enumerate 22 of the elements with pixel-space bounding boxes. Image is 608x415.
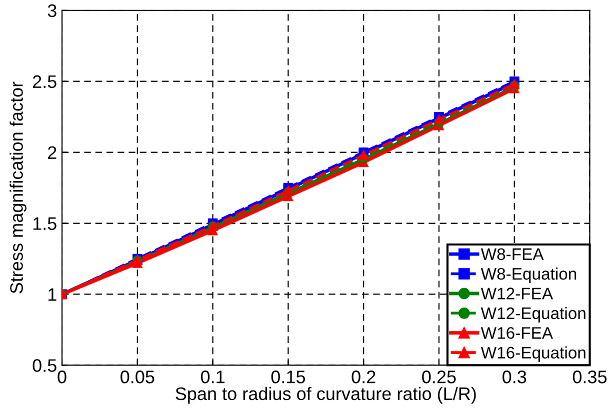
legend-label: W8-Equation xyxy=(480,268,576,284)
y-tick-label: 3 xyxy=(48,4,56,18)
x-axis-title: Span to radius of curvature ratio (L/R) xyxy=(176,386,476,404)
legend-label: W16-FEA xyxy=(480,327,554,339)
y-tick-label: 0.5 xyxy=(32,359,56,372)
x-tick-label: 0.35 xyxy=(572,370,607,384)
x-tick-label: 0.1 xyxy=(200,370,224,384)
y-axis-title: Stress magnification factor xyxy=(10,82,26,294)
legend-label: W12-FEA xyxy=(480,288,554,300)
x-tick-label: 0.25 xyxy=(422,370,456,384)
y-tick-label: 1 xyxy=(48,288,56,301)
x-tick-label: 0.05 xyxy=(120,370,154,384)
y-tick-label: 2.5 xyxy=(32,75,56,88)
x-tick-label: 0.15 xyxy=(271,370,306,384)
legend-label: W8-FEA xyxy=(480,248,544,260)
legend-label: W16-Equation xyxy=(480,346,586,362)
x-tick-label: 0 xyxy=(58,370,66,384)
y-tick-label: 2 xyxy=(48,146,56,159)
legend-label: W12-Equation xyxy=(480,306,586,322)
y-tick-label: 1.5 xyxy=(33,217,56,230)
x-tick-label: 0.2 xyxy=(352,370,376,384)
x-tick-label: 0.3 xyxy=(502,370,526,384)
